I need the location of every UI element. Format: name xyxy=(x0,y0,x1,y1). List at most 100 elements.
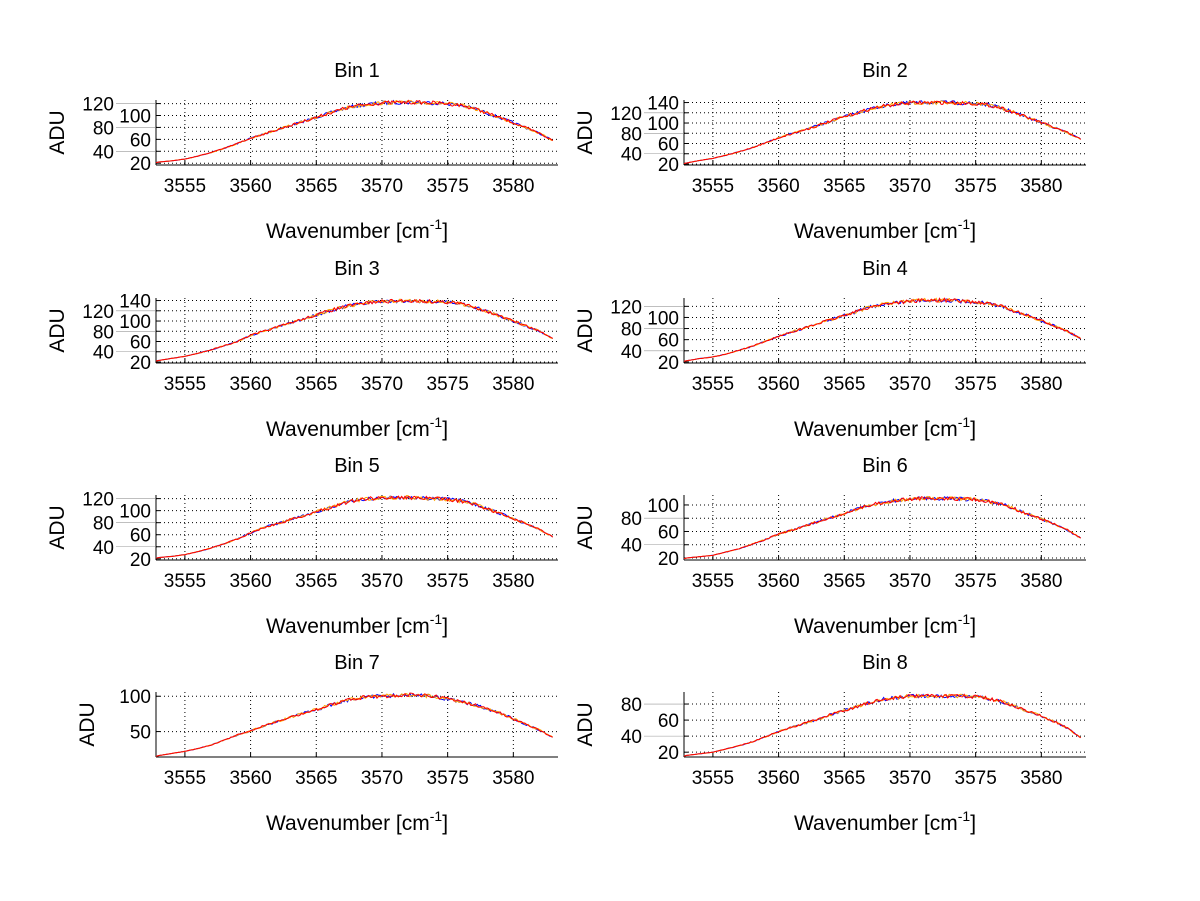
subplot-8: 3555 3560 3565 3570 3575 3580 20 40 60 80 Bin 8 Wav… xyxy=(574,652,1086,835)
x-tick-label: 3560 xyxy=(757,176,799,197)
series-line xyxy=(155,495,554,559)
y-tick-label: 60 xyxy=(658,711,679,732)
x-label-end: ] xyxy=(442,812,448,835)
x-tick-label: 3555 xyxy=(692,176,734,197)
y-axis-label: ADU xyxy=(574,505,597,549)
x-label-superscript: -1 xyxy=(430,216,443,232)
x-tick-label: 3580 xyxy=(492,571,534,592)
y-tick-label: 120 xyxy=(82,95,114,116)
y-tick-label: 120 xyxy=(82,490,114,511)
y-tick-label: 80 xyxy=(93,322,114,343)
y-tick-label: 100 xyxy=(119,312,151,333)
series-line xyxy=(683,298,1081,362)
x-label-end: ] xyxy=(442,418,448,441)
y-tick-label: 80 xyxy=(93,514,114,535)
series-line xyxy=(155,692,554,757)
subplot-7: 3555 3560 3565 3570 3575 3580 50 100 Bin 7 Wavenu… xyxy=(76,652,558,835)
x-tick-label: 3580 xyxy=(1020,571,1062,592)
x-tick-label: 3560 xyxy=(229,768,271,789)
y-axis-label: ADU xyxy=(574,110,597,154)
y-tick-label: 60 xyxy=(130,130,151,151)
x-label-end: ] xyxy=(970,418,976,441)
y-axis-label: ADU xyxy=(46,110,69,154)
y-tick-label: 100 xyxy=(647,114,679,135)
x-tick-label: 3580 xyxy=(492,768,534,789)
x-axis-label: Wavenumber [cm-1] xyxy=(266,808,448,835)
x-label-text: Wavenumber [cm xyxy=(794,615,958,638)
series-line xyxy=(683,297,1081,362)
x-axis-label: Wavenumber [cm-1] xyxy=(266,414,448,441)
x-tick-label: 3565 xyxy=(823,176,865,197)
x-tick-label: 3560 xyxy=(229,176,271,197)
series-line xyxy=(155,692,553,757)
x-tick-label: 3570 xyxy=(361,374,403,395)
y-tick-label: 120 xyxy=(610,297,642,318)
series-line xyxy=(155,494,554,559)
x-label-text: Wavenumber [cm xyxy=(266,812,430,835)
x-tick-label: 3560 xyxy=(229,571,271,592)
y-tick-label: 60 xyxy=(658,331,679,352)
y-axis-label: ADU xyxy=(76,702,99,746)
x-tick-label: 3580 xyxy=(1020,768,1062,789)
x-label-superscript: -1 xyxy=(958,808,971,824)
series-line xyxy=(683,297,1082,362)
x-tick-label: 3570 xyxy=(361,176,403,197)
x-tick-label: 3575 xyxy=(955,768,997,789)
x-tick-label: 3575 xyxy=(955,176,997,197)
y-tick-label: 100 xyxy=(119,687,151,708)
x-tick-label: 3575 xyxy=(427,571,469,592)
x-tick-label: 3570 xyxy=(889,768,931,789)
x-tick-label: 3565 xyxy=(295,176,337,197)
x-label-end: ] xyxy=(442,220,448,243)
series-line xyxy=(683,495,1081,560)
y-tick-label: 40 xyxy=(621,536,642,557)
series-line xyxy=(155,99,553,164)
x-tick-label: 3580 xyxy=(492,374,534,395)
series-line xyxy=(155,495,554,559)
subplot-title: Bin 6 xyxy=(862,455,908,477)
x-tick-label: 3570 xyxy=(361,768,403,789)
y-tick-label: 80 xyxy=(621,320,642,341)
x-tick-label: 3565 xyxy=(295,571,337,592)
y-tick-label: 40 xyxy=(621,727,642,748)
y-tick-label: 40 xyxy=(93,343,114,364)
y-tick-label: 40 xyxy=(93,538,114,559)
x-axis-label: Wavenumber [cm-1] xyxy=(794,611,976,638)
series-line xyxy=(683,100,1082,164)
series-line xyxy=(155,298,553,362)
x-tick-label: 3570 xyxy=(889,176,931,197)
y-axis-label: ADU xyxy=(46,505,69,549)
series-line xyxy=(683,495,1082,560)
subplot-title: Bin 3 xyxy=(334,258,380,280)
x-tick-label: 3565 xyxy=(823,374,865,395)
series-line xyxy=(155,99,554,164)
x-label-end: ] xyxy=(970,220,976,243)
x-tick-label: 3575 xyxy=(955,571,997,592)
x-tick-label: 3555 xyxy=(164,768,206,789)
series-line xyxy=(155,692,553,757)
x-label-superscript: -1 xyxy=(958,611,971,627)
x-axis-label: Wavenumber [cm-1] xyxy=(794,414,976,441)
x-tick-label: 3565 xyxy=(823,571,865,592)
y-tick-label: 80 xyxy=(621,695,642,716)
series-line xyxy=(155,298,553,362)
series-line xyxy=(683,495,1081,560)
subplot-title: Bin 7 xyxy=(334,652,380,674)
series-line xyxy=(683,693,1081,757)
y-tick-label: 20 xyxy=(658,549,679,570)
series-line xyxy=(683,693,1082,757)
x-tick-label: 3555 xyxy=(692,571,734,592)
x-tick-label: 3555 xyxy=(164,571,206,592)
y-tick-label: 20 xyxy=(130,154,151,175)
x-label-end: ] xyxy=(970,615,976,638)
y-tick-label: 20 xyxy=(658,155,679,176)
y-tick-label: 40 xyxy=(93,142,114,163)
subplot-title: Bin 8 xyxy=(862,652,908,674)
subplot-title: Bin 1 xyxy=(334,60,380,82)
